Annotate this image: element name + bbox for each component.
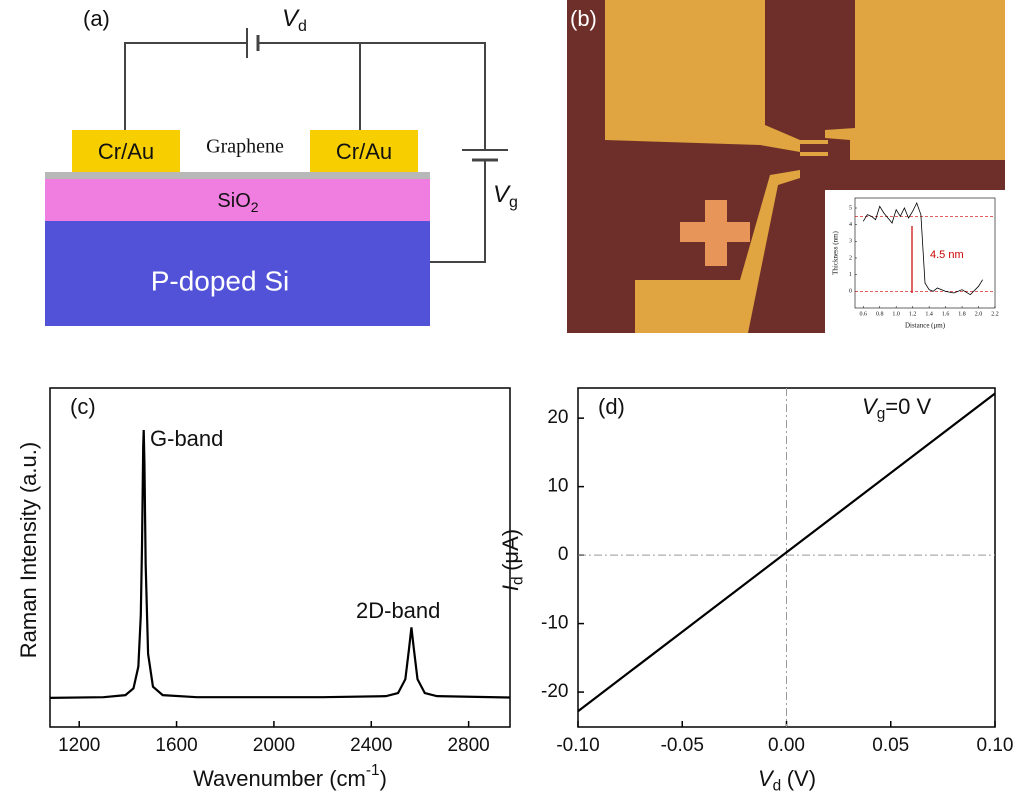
axis-label: Id(μA) bbox=[498, 529, 527, 591]
finger bbox=[800, 152, 828, 156]
x-tick-label: -0.05 bbox=[661, 735, 704, 756]
subscript: d bbox=[298, 18, 307, 35]
axis-label: Thickness (nm) bbox=[832, 230, 840, 274]
substrate-label: P-doped Si bbox=[151, 265, 290, 296]
y-tick-label: 0 bbox=[558, 544, 569, 565]
x-tick-label: 1200 bbox=[58, 735, 100, 756]
y-tick-label: 10 bbox=[547, 476, 568, 497]
text-part: g bbox=[877, 406, 886, 423]
text-part: (V) bbox=[787, 766, 816, 791]
panel-label: (b) bbox=[570, 6, 597, 31]
x-tick-label: 1.8 bbox=[958, 311, 966, 317]
voltage-label: Vg bbox=[493, 181, 518, 211]
text: SiO bbox=[217, 190, 250, 212]
figure: (a) Vd Vg Cr/Au Cr/Au Graphene SiO2 P-do… bbox=[0, 0, 1027, 805]
text-part: d bbox=[510, 576, 527, 585]
text-part: (μA) bbox=[498, 529, 523, 571]
x-tick-label: 2.2 bbox=[991, 311, 999, 317]
graphene-layer bbox=[45, 172, 430, 179]
data-line bbox=[50, 430, 510, 698]
axis-label: Vd(V) bbox=[758, 766, 816, 795]
page: { "panel_a": {"label": "(a)", "vd_symbol… bbox=[0, 0, 1027, 805]
subscript: g bbox=[509, 194, 518, 211]
marker bbox=[680, 222, 750, 242]
x-tick-label: 1.4 bbox=[925, 311, 933, 317]
text-part: ) bbox=[380, 766, 387, 791]
text-part: Wavenumber (cm bbox=[193, 766, 366, 791]
finger bbox=[800, 140, 828, 144]
axis-label: Wavenumber (cm-1) bbox=[193, 762, 387, 791]
y-tick-label: 1 bbox=[849, 272, 852, 278]
plot-frame bbox=[50, 388, 510, 727]
axis-label: Vg=0 V bbox=[862, 394, 931, 423]
annotation: 4.5 nm bbox=[930, 249, 964, 261]
axis-label: Distance (μm) bbox=[905, 322, 946, 330]
text-part: d bbox=[773, 778, 782, 795]
x-tick-label: 0.05 bbox=[872, 735, 909, 756]
panel-label: (c) bbox=[70, 394, 96, 419]
text-part: =0 V bbox=[885, 394, 931, 419]
y-tick-label: 2 bbox=[849, 255, 852, 261]
x-tick-label: 2.0 bbox=[975, 311, 983, 317]
panel-label: (d) bbox=[598, 394, 625, 419]
panel-label: (a) bbox=[83, 6, 110, 31]
x-tick-label: 1.0 bbox=[892, 311, 900, 317]
electrode-label: Cr/Au bbox=[336, 139, 392, 164]
panel-a: (a) Vd Vg Cr/Au Cr/Au Graphene SiO2 P-do… bbox=[45, 5, 518, 326]
annotation: G-band bbox=[150, 426, 223, 451]
y-tick-label: 4 bbox=[849, 222, 852, 228]
wire bbox=[430, 160, 485, 262]
x-tick-label: 1.2 bbox=[909, 311, 917, 317]
y-tick-label: -20 bbox=[541, 681, 568, 702]
y-tick-label: 5 bbox=[849, 205, 852, 211]
x-tick-label: 2000 bbox=[253, 735, 295, 756]
y-tick-label: 3 bbox=[849, 239, 852, 245]
x-tick-label: 1600 bbox=[155, 735, 197, 756]
y-tick-label: -10 bbox=[541, 613, 568, 634]
wire bbox=[125, 43, 247, 130]
subscript: 2 bbox=[251, 199, 259, 215]
x-tick-label: 2400 bbox=[350, 735, 392, 756]
x-tick-label: -0.10 bbox=[556, 735, 599, 756]
text-part: -1 bbox=[366, 762, 380, 779]
electrode-label: Cr/Au bbox=[98, 139, 154, 164]
y-tick-label: 20 bbox=[547, 407, 568, 428]
x-tick-label: 0.10 bbox=[977, 735, 1014, 756]
x-tick-label: 0.00 bbox=[768, 735, 805, 756]
voltage-label: Vd bbox=[282, 5, 307, 35]
x-tick-label: 2800 bbox=[447, 735, 489, 756]
annotation: 2D-band bbox=[356, 598, 440, 623]
graphene-label: Graphene bbox=[206, 136, 284, 158]
x-tick-label: 0.8 bbox=[876, 311, 884, 317]
y-tick-label: 0 bbox=[849, 289, 852, 295]
x-tick-label: 0.6 bbox=[859, 311, 867, 317]
x-tick-label: 1.6 bbox=[942, 311, 950, 317]
panel-b: (b) bbox=[567, 0, 1005, 333]
axis-label: Raman Intensity (a.u.) bbox=[16, 442, 41, 658]
